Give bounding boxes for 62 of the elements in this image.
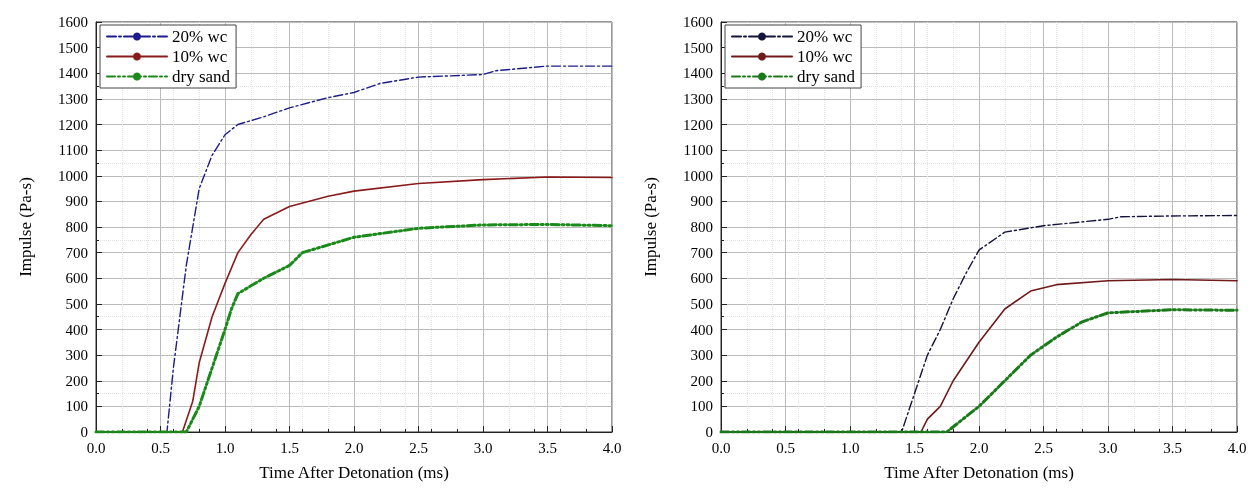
- x-tick-label: 3.0: [473, 439, 493, 456]
- y-tick-label: 900: [690, 193, 713, 210]
- y-tick-label: 0: [80, 424, 88, 440]
- y-tick-label: 800: [690, 219, 713, 235]
- x-tick-label: 0.5: [151, 439, 170, 456]
- x-tick-label: 2.5: [1034, 439, 1053, 456]
- legend-label: 10% wc: [172, 47, 228, 66]
- y-tick-label: 400: [690, 321, 713, 338]
- x-axis-title: Time After Detonation (ms): [259, 463, 449, 482]
- y-tick-label: 900: [65, 193, 88, 210]
- y-axis-title: Impulse (Pa-s): [16, 177, 35, 277]
- x-tick-label: 2.0: [344, 439, 364, 456]
- x-tick-label: 0.5: [776, 439, 795, 456]
- legend-label: dry sand: [797, 67, 856, 86]
- y-tick-label: 1400: [58, 65, 88, 82]
- y-tick-label: 500: [65, 295, 88, 312]
- legend-label: 20% wc: [797, 27, 853, 46]
- x-tick-label: 2.0: [969, 439, 989, 456]
- y-tick-label: 0: [705, 424, 713, 440]
- y-tick-label: 1300: [58, 90, 88, 107]
- y-tick-label: 800: [65, 219, 88, 235]
- y-tick-label: 700: [65, 244, 88, 261]
- x-tick-label: 0.0: [86, 439, 106, 456]
- y-tick-label: 600: [690, 270, 713, 287]
- y-axis-title: Impulse (Pa-s): [641, 177, 660, 277]
- x-tick-label: 0.0: [711, 439, 731, 456]
- x-tick-label: 3.5: [538, 439, 557, 456]
- y-tick-label: 500: [690, 295, 713, 312]
- x-tick-label: 4.0: [602, 439, 622, 456]
- y-tick-label: 1100: [683, 142, 713, 159]
- x-tick-label: 3.5: [1163, 439, 1182, 456]
- legend-label: dry sand: [172, 67, 231, 86]
- y-tick-label: 1500: [683, 39, 713, 56]
- x-axis-title: Time After Detonation (ms): [884, 463, 1074, 482]
- x-tick-label: 3.0: [1098, 439, 1118, 456]
- y-tick-label: 1600: [683, 14, 713, 30]
- y-tick-label: 1200: [58, 116, 88, 133]
- y-tick-label: 1000: [683, 167, 713, 184]
- y-tick-label: 1100: [58, 142, 88, 159]
- y-tick-label: 1000: [58, 167, 88, 184]
- y-tick-label: 400: [65, 321, 88, 338]
- y-tick-label: 200: [690, 372, 713, 389]
- y-tick-label: 700: [690, 244, 713, 261]
- y-tick-label: 100: [65, 398, 88, 415]
- y-tick-label: 100: [690, 398, 713, 415]
- y-tick-label: 1400: [683, 65, 713, 82]
- x-tick-label: 4.0: [1227, 439, 1247, 456]
- y-tick-label: 200: [65, 372, 88, 389]
- x-tick-label: 1.0: [215, 439, 235, 456]
- y-tick-label: 1600: [58, 14, 88, 30]
- x-tick-label: 1.0: [840, 439, 860, 456]
- x-tick-label: 2.5: [409, 439, 428, 456]
- y-tick-label: 1300: [683, 90, 713, 107]
- y-tick-label: 300: [65, 347, 88, 364]
- y-tick-label: 1500: [58, 39, 88, 56]
- y-tick-label: 1200: [683, 116, 713, 133]
- y-tick-label: 300: [690, 347, 713, 364]
- legend-label: 10% wc: [797, 47, 853, 66]
- y-tick-label: 600: [65, 270, 88, 287]
- x-tick-label: 1.5: [905, 439, 924, 456]
- x-tick-label: 1.5: [280, 439, 299, 456]
- legend-label: 20% wc: [172, 27, 228, 46]
